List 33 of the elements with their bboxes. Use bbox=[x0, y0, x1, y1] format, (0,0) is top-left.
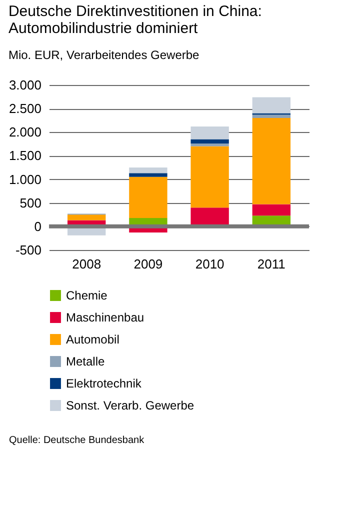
bar bbox=[252, 204, 291, 216]
source-note: Quelle: Deutsche Bundesbank bbox=[9, 435, 146, 446]
x-tick-label: 2008 bbox=[72, 256, 102, 272]
bar bbox=[129, 176, 168, 218]
bar bbox=[129, 168, 168, 174]
x-tick-label: 2010 bbox=[195, 256, 224, 272]
bar bbox=[190, 139, 229, 144]
legend-label: Maschinenbau bbox=[66, 310, 144, 324]
bar bbox=[252, 97, 291, 114]
bar bbox=[190, 146, 229, 208]
bar bbox=[190, 143, 229, 146]
legend-label: Sonst. Verarb. Gewerbe bbox=[66, 398, 194, 412]
x-tick-label: 2009 bbox=[134, 256, 163, 272]
y-tick-label: 3.000 bbox=[8, 78, 42, 92]
y-tick-label: 2.500 bbox=[8, 101, 42, 116]
bar bbox=[129, 173, 168, 177]
y-tick-label: 0 bbox=[34, 218, 42, 234]
chart-subtitle: Mio. EUR, Verarbeitendes Gewerbe bbox=[8, 48, 200, 62]
legend-label: Automobil bbox=[66, 332, 120, 346]
chart-title: Deutsche Direktinvestitionen in China: Automobilindustrie dominiert bbox=[8, 3, 262, 37]
legend-label: Elektrotechnik bbox=[66, 376, 142, 390]
y-tick-label: 2.000 bbox=[8, 124, 42, 140]
bar bbox=[252, 114, 291, 118]
x-tick-label: 2011 bbox=[257, 256, 286, 272]
y-tick-label: 1.500 bbox=[8, 148, 42, 164]
bar bbox=[67, 214, 106, 220]
y-tick-label: 500 bbox=[20, 195, 42, 210]
legend-label: Metalle bbox=[66, 354, 106, 368]
y-tick-label: 1.000 bbox=[8, 172, 42, 187]
bar bbox=[252, 118, 291, 204]
bar bbox=[190, 126, 229, 140]
legend-label: Chemie bbox=[66, 288, 108, 302]
y-tick-label: -500 bbox=[15, 242, 42, 258]
